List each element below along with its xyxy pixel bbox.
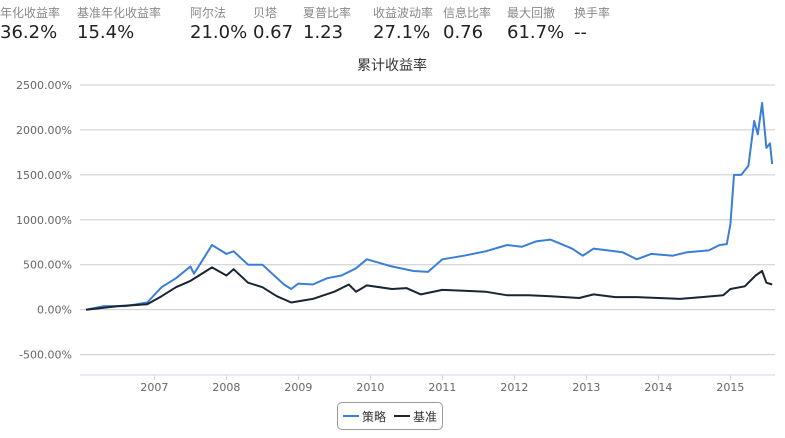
stat-item: 贝塔 0.67 — [253, 4, 303, 43]
x-tick-label: 2011 — [428, 381, 456, 394]
stat-item: 收益波动率 27.1% — [373, 4, 443, 43]
stat-value: 15.4% — [77, 22, 135, 43]
stat-item: 最大回撤 61.7% — [507, 4, 574, 43]
stat-label: 贝塔 — [253, 6, 278, 20]
strategy-line — [85, 102, 774, 311]
stat-value: 61.7% — [507, 22, 565, 43]
x-tick-label: 2013 — [572, 381, 600, 394]
stat-label: 信息比率 — [443, 6, 492, 20]
y-tick-label: -500.00% — [19, 349, 72, 362]
y-tick-label: 0.00% — [37, 304, 72, 317]
stat-value: 21.0% — [190, 22, 248, 43]
stat-item: 阿尔法 21.0% — [190, 4, 253, 43]
stat-value: -- — [574, 22, 587, 43]
stat-item: 年化收益率 36.2% — [0, 4, 77, 43]
x-tick-label: 2008 — [212, 381, 240, 394]
legend-swatch — [342, 415, 359, 417]
x-tick-label: 2009 — [284, 381, 312, 394]
stat-item: 换手率 -- — [574, 4, 624, 43]
y-tick-label: 1000.00% — [16, 214, 72, 227]
benchmark-line — [85, 266, 773, 311]
stat-item: 基准年化收益率 15.4% — [77, 4, 190, 43]
legend-item-strategy[interactable]: 策略 — [342, 408, 386, 425]
legend-label: 基准 — [413, 409, 438, 424]
y-tick-label: 1500.00% — [16, 169, 72, 182]
legend-swatch — [394, 415, 410, 417]
stat-value: 27.1% — [373, 22, 431, 43]
stat-item: 夏普比率 1.23 — [303, 4, 373, 43]
y-tick-label: 2500.00% — [16, 79, 72, 92]
stat-item: 信息比率 0.76 — [443, 4, 507, 43]
stat-value: 0.67 — [253, 22, 294, 43]
stat-label: 阿尔法 — [190, 6, 227, 20]
x-tick-label: 2007 — [140, 381, 168, 394]
y-tick-label: 500.00% — [23, 259, 72, 272]
chart-title: 累计收益率 — [357, 57, 427, 74]
legend-item-benchmark[interactable]: 基准 — [394, 408, 437, 425]
x-tick-label: 2015 — [716, 381, 744, 394]
x-tick-label: 2012 — [500, 381, 528, 394]
stat-value: 36.2% — [0, 22, 58, 43]
stat-label: 收益波动率 — [373, 6, 434, 20]
stat-value: 1.23 — [303, 22, 344, 43]
stats-bar: 年化收益率 36.2% 基准年化收益率 15.4% 阿尔法 21.0% 贝塔 0.67 夏普比率… — [0, 4, 624, 43]
x-tick-label: 2010 — [356, 381, 384, 394]
stat-label: 基准年化收益率 — [77, 6, 162, 20]
stat-label: 夏普比率 — [303, 6, 352, 20]
x-tick-label: 2014 — [644, 381, 672, 394]
stat-label: 换手率 — [574, 6, 611, 20]
y-tick-label: 2000.00% — [16, 124, 72, 137]
stat-label: 最大回撤 — [507, 6, 556, 20]
legend-label: 策略 — [361, 409, 386, 424]
stat-value: 0.76 — [443, 22, 484, 43]
cumulative-return-chart: 累计收益率 2500.00% 2000.00% 1500.00% 1000.00% 50… — [16, 57, 775, 394]
legend: 策略 基准 — [337, 402, 443, 430]
stat-label: 年化收益率 — [0, 6, 61, 20]
